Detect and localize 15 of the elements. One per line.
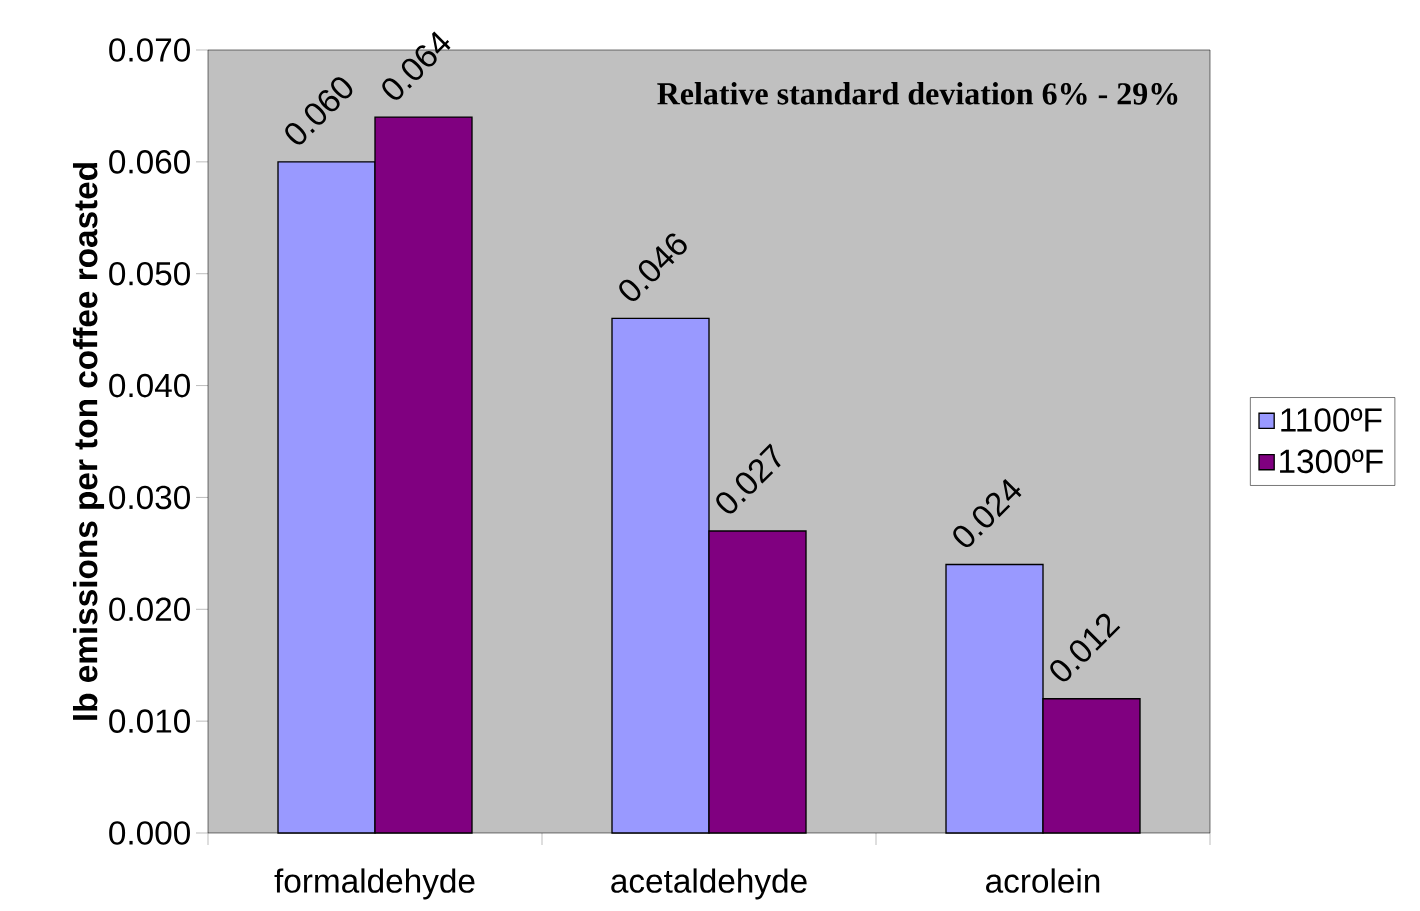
y-tick-label: 0.060 xyxy=(109,150,190,174)
x-tick-label: formaldehyde xyxy=(274,868,475,900)
y-tick-label: 0.010 xyxy=(109,709,190,733)
y-tick-label: 0.000 xyxy=(109,821,190,845)
y-tick-label: 0.030 xyxy=(109,485,190,510)
legend-label: 1100ºF xyxy=(1281,408,1382,432)
y-tick-label: 0.020 xyxy=(109,597,190,622)
y-tick-label: 0.070 xyxy=(109,38,190,62)
legend-label: 1300ºF xyxy=(1280,449,1383,474)
annotation: Relative standard deviation 6% - 29% xyxy=(657,82,1178,105)
y-axis-title: lb emissions per ton coffee roasted xyxy=(72,163,105,720)
x-tick-label: acrolein xyxy=(986,868,1100,893)
x-tick-label: acetaldehyde xyxy=(611,868,807,900)
y-tick-label: 0.050 xyxy=(109,261,190,286)
y-tick-label: 0.040 xyxy=(109,373,190,398)
